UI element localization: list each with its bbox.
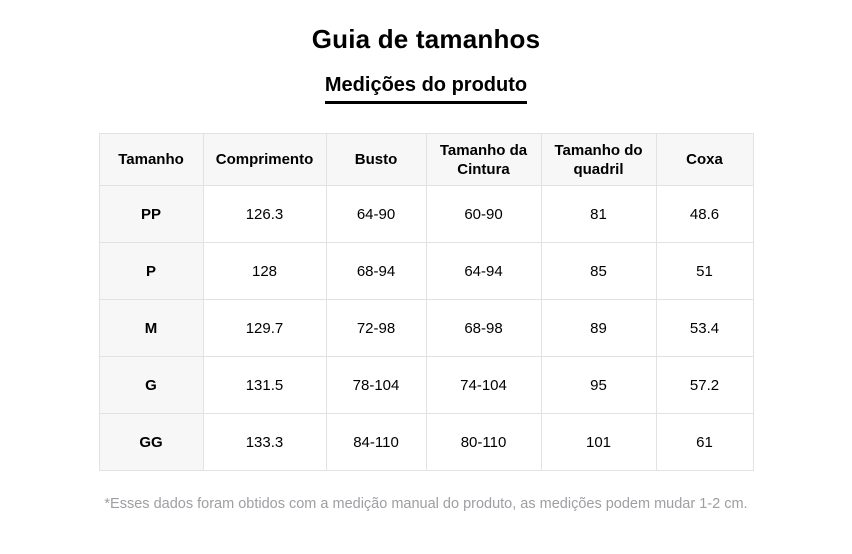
- row-header-cell: P: [98, 242, 204, 300]
- table-cell: 85: [540, 242, 657, 300]
- table-cell: 57.2: [655, 356, 754, 414]
- table-cell: 126.3: [202, 185, 327, 243]
- subtitle-container: Medições do produto: [0, 74, 852, 104]
- table-row-m: M 129.7 72-98 68-98 89 53.4: [98, 299, 754, 357]
- measurement-disclaimer: *Esses dados foram obtidos com a medição…: [104, 496, 748, 512]
- column-header-coxa: Coxa: [655, 133, 754, 186]
- table-cell: 133.3: [202, 413, 327, 471]
- table-row-p: P 128 68-94 64-94 85 51: [98, 242, 754, 300]
- table-cell: 95: [540, 356, 657, 414]
- table-cell: 72-98: [325, 299, 427, 357]
- table-cell: 48.6: [655, 185, 754, 243]
- table-cell: 60-90: [425, 185, 542, 243]
- table-cell: 81: [540, 185, 657, 243]
- size-guide-table: Tamanho Comprimento Busto Tamanho da Cin…: [98, 133, 754, 471]
- column-header-comprimento: Comprimento: [202, 133, 327, 186]
- table-cell: 101: [540, 413, 657, 471]
- column-header-tamanho: Tamanho: [98, 133, 204, 186]
- table-row-g: G 131.5 78-104 74-104 95 57.2: [98, 356, 754, 414]
- table-cell: 64-94: [425, 242, 542, 300]
- row-header-cell: GG: [98, 413, 204, 471]
- page-subtitle: Medições do produto: [324, 74, 528, 104]
- table-cell: 78-104: [325, 356, 427, 414]
- table-row-gg: GG 133.3 84-110 80-110 101 61: [98, 413, 754, 471]
- column-header-cintura: Tamanho da Cintura: [425, 133, 542, 186]
- column-header-quadril: Tamanho do quadril: [540, 133, 657, 186]
- row-header-cell: G: [98, 356, 204, 414]
- row-header-cell: PP: [98, 185, 204, 243]
- table-cell: 129.7: [202, 299, 327, 357]
- table-cell: 68-94: [325, 242, 427, 300]
- page-title: Guia de tamanhos: [311, 24, 541, 54]
- table-row-pp: PP 126.3 64-90 60-90 81 48.6: [98, 185, 754, 243]
- table-cell: 61: [655, 413, 754, 471]
- table-cell: 74-104: [425, 356, 542, 414]
- table-cell: 51: [655, 242, 754, 300]
- table-cell: 128: [202, 242, 327, 300]
- table-cell: 84-110: [325, 413, 427, 471]
- table-cell: 64-90: [325, 185, 427, 243]
- table-cell: 131.5: [202, 356, 327, 414]
- table-cell: 68-98: [425, 299, 542, 357]
- column-header-busto: Busto: [325, 133, 427, 186]
- table-cell: 80-110: [425, 413, 542, 471]
- table-cell: 53.4: [655, 299, 754, 357]
- table-cell: 89: [540, 299, 657, 357]
- table-header-row: Tamanho Comprimento Busto Tamanho da Cin…: [98, 133, 754, 186]
- row-header-cell: M: [98, 299, 204, 357]
